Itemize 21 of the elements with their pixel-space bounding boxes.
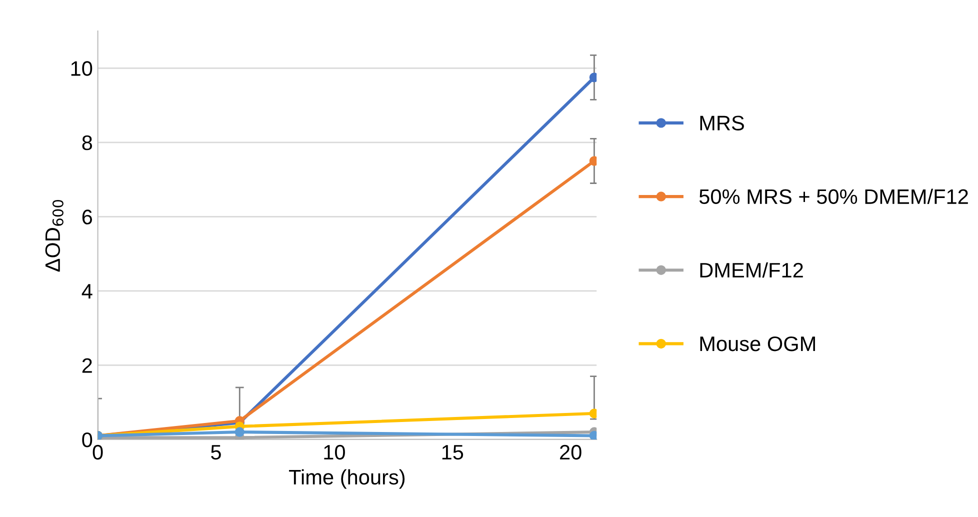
point	[589, 430, 597, 440]
x-axis-title: Time (hours)	[289, 469, 405, 489]
point	[589, 72, 597, 82]
y-tick-label: 0	[82, 432, 92, 448]
x-tick-label: 10	[324, 444, 345, 460]
x-tick-label: 20	[560, 444, 582, 460]
y-tick-label: 10	[71, 61, 92, 76]
point	[589, 408, 597, 418]
y-tick-label: 2	[82, 358, 92, 373]
y-tick-label: 4	[82, 284, 92, 298]
x-tick-label: 0	[92, 444, 103, 460]
x-tick-label: 5	[211, 445, 221, 460]
legend-label: MRS	[700, 116, 744, 130]
y-tick-label: 8	[82, 135, 92, 150]
point	[589, 156, 597, 166]
legend-label: 50% MRS + 50% DMEM/F12	[699, 188, 968, 204]
legend-label: DMEM/F12	[700, 262, 803, 278]
y-axis-title: ΔOD$_{600}$	[45, 200, 64, 272]
y-tick-label: 6	[82, 210, 92, 224]
x-tick-label: 15	[442, 445, 464, 460]
legend-label: Mouse OGM	[700, 336, 815, 352]
